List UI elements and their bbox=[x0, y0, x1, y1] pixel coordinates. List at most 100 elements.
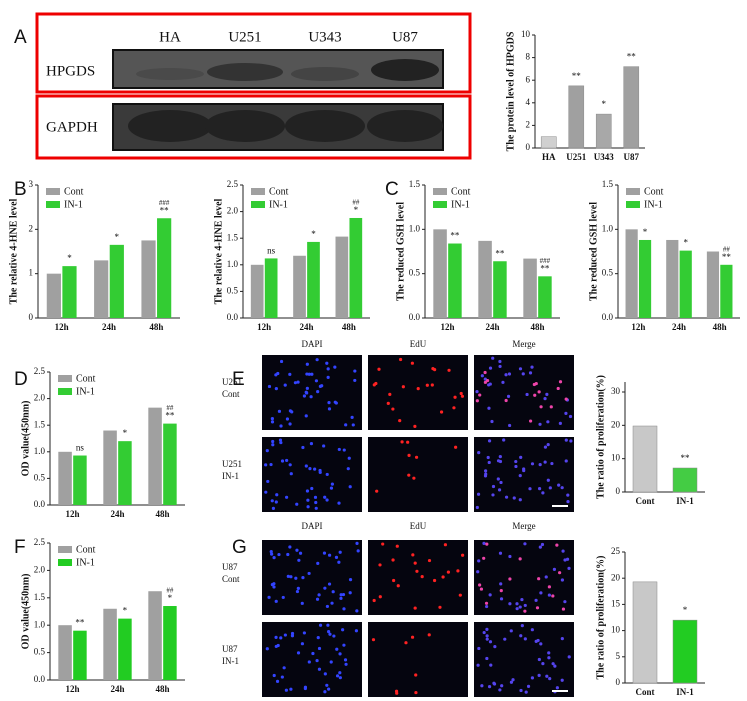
cell bbox=[491, 493, 495, 497]
cell bbox=[294, 576, 298, 580]
cell bbox=[304, 390, 308, 394]
cell bbox=[453, 395, 457, 399]
cell bbox=[487, 406, 491, 410]
bar bbox=[163, 423, 177, 505]
bar bbox=[148, 591, 162, 680]
cell bbox=[425, 383, 429, 387]
cell bbox=[302, 631, 306, 635]
y-tick-label: 1 bbox=[29, 268, 34, 278]
x-tick-label: 48h bbox=[713, 322, 727, 332]
cell bbox=[439, 410, 444, 414]
cell bbox=[278, 438, 283, 442]
cell bbox=[288, 409, 293, 413]
cell bbox=[272, 585, 276, 589]
y-axis-label: The ratio of proliferation(%) bbox=[595, 556, 606, 680]
bar bbox=[493, 261, 507, 318]
significance: ** bbox=[681, 453, 691, 463]
cell bbox=[482, 556, 486, 560]
cell bbox=[323, 690, 327, 694]
bar bbox=[103, 608, 117, 680]
cell bbox=[318, 470, 322, 474]
cell bbox=[415, 569, 419, 573]
bar bbox=[540, 136, 557, 149]
cell bbox=[476, 492, 481, 496]
x-tick-label: 12h bbox=[631, 322, 645, 332]
cell bbox=[271, 439, 275, 444]
cell bbox=[508, 602, 512, 606]
y-axis-label: The ratio of proliferation(%) bbox=[595, 375, 606, 499]
significance: ** bbox=[160, 205, 170, 215]
cell bbox=[304, 414, 308, 418]
legend-swatch bbox=[433, 201, 447, 208]
cell bbox=[567, 566, 571, 570]
cell bbox=[293, 381, 298, 385]
cell bbox=[270, 499, 274, 503]
cell bbox=[316, 636, 320, 640]
cell bbox=[499, 480, 503, 485]
cell bbox=[485, 542, 489, 546]
bar bbox=[672, 467, 698, 493]
cell bbox=[433, 368, 437, 372]
panel-letter: B bbox=[14, 179, 27, 200]
cell bbox=[305, 362, 309, 366]
cell bbox=[325, 498, 329, 502]
cell bbox=[279, 440, 283, 445]
cell bbox=[338, 550, 342, 554]
cell bbox=[317, 593, 321, 597]
cell bbox=[270, 583, 274, 587]
x-tick-label: 24h bbox=[299, 322, 313, 332]
cell bbox=[326, 375, 330, 379]
cell bbox=[511, 678, 515, 682]
cell bbox=[309, 441, 314, 446]
y-tick-label: 15 bbox=[611, 598, 621, 608]
cell bbox=[342, 448, 346, 452]
y-tick-label: 0.5 bbox=[409, 268, 421, 278]
x-tick-label: 12h bbox=[65, 509, 79, 519]
y-axis-label: OD value(450nm) bbox=[20, 401, 31, 477]
cell bbox=[487, 685, 492, 689]
cell bbox=[486, 455, 490, 460]
cell bbox=[305, 386, 309, 390]
cell bbox=[518, 474, 522, 478]
cell bbox=[480, 684, 484, 688]
micrograph bbox=[474, 437, 574, 512]
significance: ** bbox=[540, 263, 550, 273]
cell bbox=[269, 550, 273, 554]
y-tick-label: 2.0 bbox=[34, 393, 46, 403]
cell bbox=[288, 463, 292, 467]
cell bbox=[279, 636, 283, 640]
x-tick-label: 24h bbox=[485, 322, 499, 332]
legend-label: IN-1 bbox=[76, 557, 95, 568]
cell bbox=[274, 599, 278, 603]
cell bbox=[478, 393, 482, 397]
cell bbox=[534, 381, 538, 386]
cell bbox=[314, 506, 318, 510]
x-tick-label: 24h bbox=[672, 322, 686, 332]
y-axis-label: The relative 4-HNE level bbox=[8, 198, 19, 304]
cell bbox=[344, 662, 348, 666]
cell bbox=[375, 489, 379, 493]
x-tick-label: 24h bbox=[102, 322, 116, 332]
cell bbox=[498, 688, 502, 692]
channel-label: EdU bbox=[410, 339, 427, 349]
lane-label: HA bbox=[159, 29, 181, 45]
cell bbox=[310, 486, 314, 491]
cell bbox=[541, 491, 545, 495]
row-label: Cont bbox=[222, 389, 240, 399]
cell bbox=[537, 390, 541, 394]
cell bbox=[485, 656, 489, 661]
legend-swatch bbox=[58, 388, 72, 395]
cell bbox=[404, 641, 408, 645]
cell bbox=[372, 598, 376, 603]
cell bbox=[550, 461, 554, 466]
cell bbox=[438, 605, 442, 609]
cell bbox=[414, 455, 419, 459]
cell bbox=[303, 686, 307, 691]
cell bbox=[530, 676, 535, 680]
bar bbox=[568, 85, 585, 149]
cell bbox=[551, 594, 555, 598]
y-axis-label: The reduced GSH level bbox=[588, 202, 599, 301]
panel-letter: F bbox=[14, 537, 26, 558]
cell bbox=[400, 440, 404, 444]
channel-label: DAPI bbox=[301, 521, 322, 531]
